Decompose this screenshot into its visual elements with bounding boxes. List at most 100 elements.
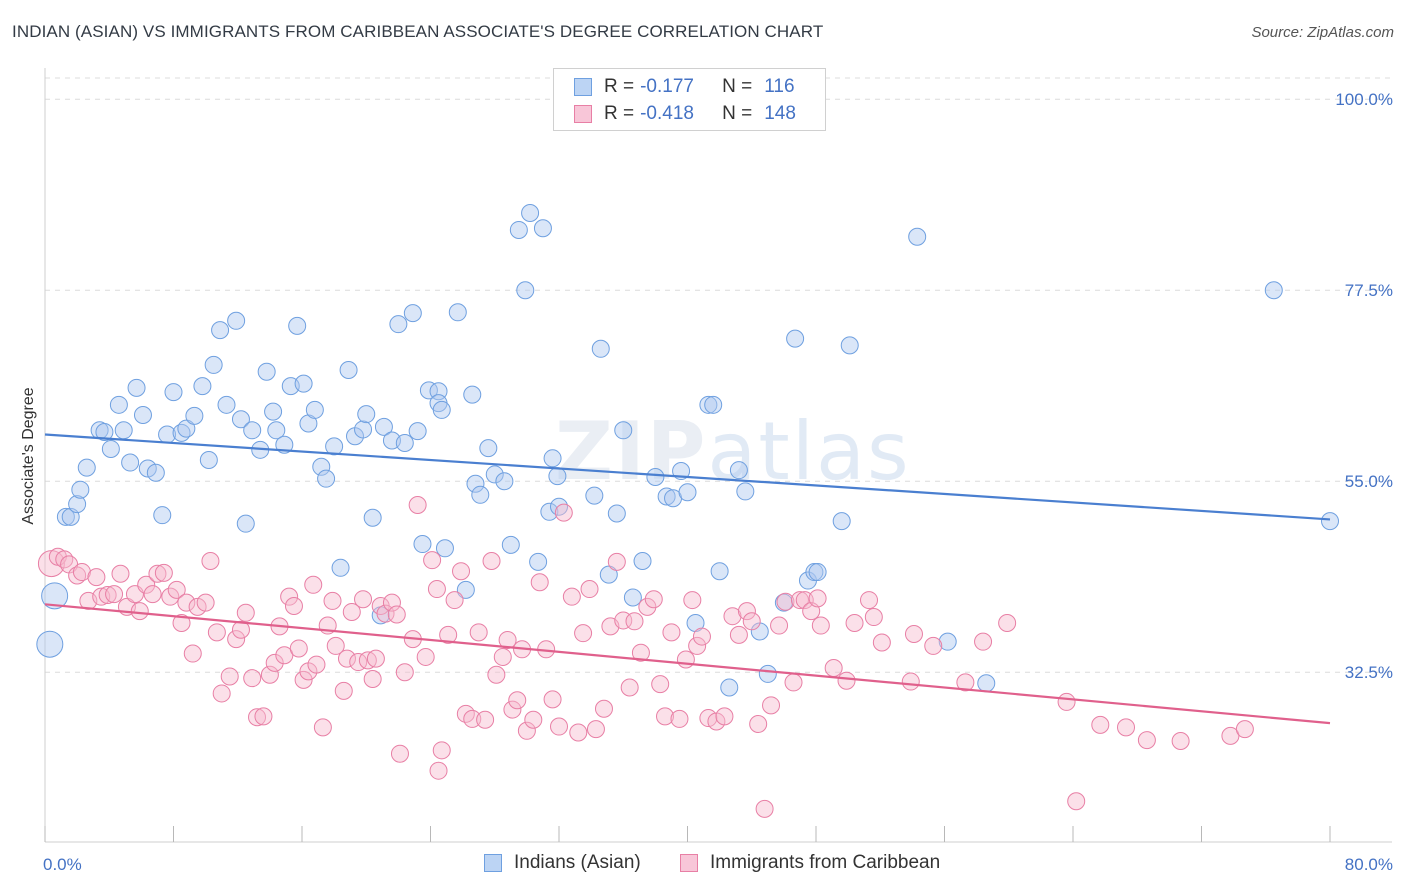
axes bbox=[44, 68, 1392, 843]
point-caribbean bbox=[1067, 792, 1086, 811]
point-indians bbox=[633, 552, 652, 571]
point-caribbean bbox=[586, 720, 605, 739]
point-caribbean bbox=[550, 717, 568, 736]
point-caribbean bbox=[676, 650, 695, 669]
point-indians bbox=[599, 565, 618, 584]
watermark-bold: ZIP bbox=[555, 405, 708, 498]
point-indians bbox=[529, 552, 548, 571]
point-caribbean bbox=[508, 691, 527, 710]
point-caribbean bbox=[105, 585, 124, 604]
point-caribbean bbox=[554, 503, 573, 522]
point-caribbean bbox=[445, 591, 464, 610]
point-caribbean bbox=[688, 636, 707, 655]
series-label-caribbean: Immigrants from Caribbean bbox=[710, 852, 941, 873]
point-indians bbox=[908, 227, 927, 246]
point-indians bbox=[533, 219, 552, 238]
point-caribbean bbox=[201, 552, 220, 571]
point-caribbean bbox=[313, 718, 332, 737]
point-indians bbox=[146, 463, 165, 482]
point-caribbean bbox=[476, 710, 495, 729]
point-indians bbox=[774, 593, 793, 612]
source-label: Source: ZipAtlas.com bbox=[1251, 24, 1394, 41]
point-caribbean bbox=[154, 563, 173, 582]
point-caribbean bbox=[87, 568, 106, 587]
point-indians bbox=[977, 674, 996, 693]
point-caribbean bbox=[1235, 720, 1254, 739]
point-indians bbox=[374, 417, 393, 436]
point-indians bbox=[495, 472, 514, 491]
point-caribbean bbox=[1221, 726, 1240, 745]
series-swatch-pink bbox=[680, 854, 698, 872]
point-caribbean bbox=[227, 630, 246, 649]
point-caribbean bbox=[463, 709, 482, 728]
point-caribbean bbox=[231, 620, 250, 639]
legend-row-caribbean: R = -0.418 N = 148 bbox=[574, 102, 796, 126]
watermark-light: atlas bbox=[707, 405, 911, 498]
point-caribbean bbox=[924, 636, 943, 655]
point-caribbean bbox=[569, 723, 588, 742]
point-indians bbox=[357, 405, 376, 424]
point-caribbean bbox=[172, 613, 191, 632]
point-indians bbox=[227, 311, 246, 330]
trend-line-indians bbox=[44, 433, 1331, 521]
series-swatch-blue bbox=[484, 854, 502, 872]
point-caribbean bbox=[469, 623, 488, 642]
point-caribbean bbox=[342, 602, 361, 621]
point-caribbean bbox=[530, 573, 549, 592]
point-indians bbox=[164, 383, 183, 402]
point-indians bbox=[550, 497, 568, 516]
point-indians bbox=[211, 321, 230, 340]
point-indians bbox=[68, 495, 87, 514]
point-caribbean bbox=[762, 696, 781, 715]
point-indians bbox=[133, 406, 152, 425]
series-legend: Indians (Asian) Immigrants from Caribbea… bbox=[0, 852, 1406, 876]
point-indians bbox=[56, 507, 75, 526]
point-indians bbox=[657, 487, 676, 506]
point-caribbean bbox=[354, 590, 373, 609]
point-caribbean bbox=[326, 636, 345, 655]
point-caribbean bbox=[390, 744, 409, 763]
point-caribbean bbox=[644, 590, 663, 609]
point-caribbean bbox=[429, 761, 448, 780]
point-indians bbox=[614, 421, 633, 440]
point-caribbean bbox=[998, 613, 1017, 632]
point-indians bbox=[466, 474, 485, 493]
point-caribbean bbox=[498, 630, 517, 649]
point-indians bbox=[127, 378, 146, 397]
point-caribbean bbox=[811, 616, 830, 635]
point-caribbean bbox=[524, 710, 543, 729]
point-caribbean bbox=[188, 597, 207, 616]
trend-lines bbox=[44, 433, 1331, 725]
point-caribbean bbox=[294, 670, 313, 689]
point-caribbean bbox=[670, 709, 689, 728]
point-caribbean bbox=[416, 647, 435, 666]
point-indians bbox=[456, 580, 475, 599]
point-caribbean bbox=[770, 616, 789, 635]
point-indians bbox=[101, 439, 120, 458]
point-caribbean bbox=[183, 644, 202, 663]
series-legend-indians: Indians (Asian) bbox=[484, 852, 641, 874]
point-indians bbox=[389, 315, 408, 334]
point-caribbean bbox=[607, 552, 626, 571]
point-caribbean bbox=[956, 673, 975, 692]
data-points bbox=[36, 203, 1339, 818]
legend-n-value: 148 bbox=[764, 103, 796, 124]
point-caribbean bbox=[1091, 715, 1110, 734]
point-indians bbox=[509, 220, 528, 239]
point-indians bbox=[607, 504, 626, 523]
legend-r-value: -0.177 bbox=[640, 76, 694, 97]
point-caribbean bbox=[366, 649, 385, 668]
point-caribbean bbox=[260, 665, 279, 684]
point-caribbean bbox=[864, 608, 883, 627]
point-caribbean bbox=[248, 708, 267, 727]
point-caribbean bbox=[543, 690, 562, 709]
point-caribbean bbox=[161, 587, 180, 606]
point-caribbean bbox=[625, 612, 644, 631]
point-caribbean bbox=[452, 562, 471, 581]
point-caribbean bbox=[901, 672, 920, 691]
legend-swatch-pink bbox=[574, 105, 592, 123]
point-caribbean bbox=[503, 700, 522, 719]
point-indians bbox=[41, 582, 69, 610]
point-caribbean bbox=[275, 646, 294, 665]
point-caribbean bbox=[715, 707, 734, 726]
